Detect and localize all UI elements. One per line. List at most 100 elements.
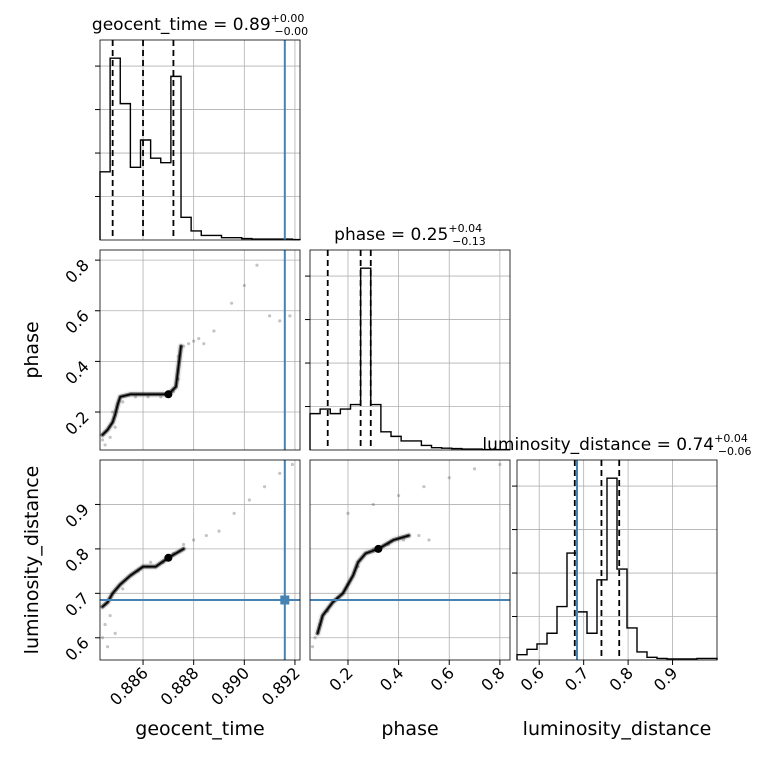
sample-point bbox=[232, 511, 236, 515]
label-layer: geocent_time = 0.89+0.00 −0.00 phase = 0.2… bbox=[21, 12, 752, 740]
panel-frame bbox=[99, 39, 301, 241]
sample-point bbox=[346, 511, 350, 515]
x-tick-label: 0.890 bbox=[207, 663, 253, 709]
truth-marker bbox=[280, 595, 290, 605]
sample-point bbox=[103, 622, 107, 627]
sample-point bbox=[108, 613, 112, 618]
y-axis-label-phase: phase bbox=[21, 321, 43, 378]
panel-frame bbox=[99, 459, 301, 661]
y-tick-label: 0.6 bbox=[61, 306, 92, 337]
y-tick-label: 0.8 bbox=[61, 256, 92, 287]
x-axis-label-geocent_time: geocent_time bbox=[135, 718, 264, 740]
y-axis-label-luminosity_distance: luminosity_distance bbox=[21, 466, 43, 655]
x-tick-label: 0.9 bbox=[650, 663, 681, 694]
sample-point bbox=[192, 339, 196, 343]
histogram-phase bbox=[309, 267, 511, 451]
panel-frame bbox=[516, 459, 718, 661]
sample-point bbox=[447, 476, 451, 480]
sample-point bbox=[230, 301, 234, 305]
sample-point bbox=[397, 493, 401, 498]
x-tick-label: 0.4 bbox=[376, 663, 407, 694]
title-value: luminosity_distance = 0.74 bbox=[482, 435, 714, 455]
sample-point bbox=[422, 485, 426, 489]
histogram-layer bbox=[99, 57, 718, 660]
sample-point bbox=[278, 471, 282, 475]
sample-point bbox=[268, 314, 272, 318]
sample-point bbox=[255, 263, 259, 267]
sample-point bbox=[290, 462, 295, 467]
y-tick-label: 0.4 bbox=[61, 357, 92, 388]
frame-layer bbox=[99, 39, 718, 661]
title-minus: −0.00 bbox=[274, 25, 308, 38]
x-axis-label-luminosity_distance: luminosity_distance bbox=[523, 718, 712, 740]
sample-point bbox=[113, 631, 117, 635]
panel-title-geocent_time: geocent_time = 0.89+0.00 −0.00 bbox=[92, 12, 308, 38]
y-tick-label: 0.8 bbox=[61, 544, 92, 575]
contour-line bbox=[314, 532, 413, 637]
sample-point bbox=[204, 533, 208, 538]
x-tick-label: 0.2 bbox=[325, 663, 356, 694]
sample-point bbox=[417, 533, 421, 538]
x-tick-label: 0.892 bbox=[258, 663, 304, 709]
sample-point bbox=[105, 645, 110, 649]
sample-point bbox=[472, 467, 477, 471]
sample-point bbox=[242, 283, 246, 288]
x-axis-label-phase: phase bbox=[381, 718, 438, 740]
sample-point bbox=[217, 529, 221, 533]
sample-point bbox=[288, 314, 292, 318]
title-plus: +0.00 bbox=[271, 12, 305, 25]
panel-frame bbox=[99, 249, 301, 451]
x-tick-label: 0.7 bbox=[561, 663, 592, 694]
sample-point bbox=[202, 342, 206, 346]
title-plus: +0.04 bbox=[448, 222, 482, 235]
y-tick-label: 0.6 bbox=[61, 633, 92, 664]
sample-point bbox=[100, 438, 105, 442]
sample-point bbox=[212, 329, 216, 333]
sample-point bbox=[278, 319, 282, 323]
contour-line bbox=[101, 548, 185, 608]
sample-point bbox=[103, 443, 107, 447]
sample-point bbox=[121, 587, 125, 591]
title-value: phase = 0.25 bbox=[334, 225, 448, 245]
x-tick-label: 0.888 bbox=[157, 663, 203, 709]
contour-core bbox=[164, 553, 173, 562]
sample-point bbox=[111, 410, 115, 414]
grid-lines bbox=[100, 40, 717, 660]
panel-frame bbox=[309, 249, 511, 451]
x-tick-label: 0.8 bbox=[606, 663, 637, 694]
sample-point bbox=[100, 636, 105, 640]
density-layer bbox=[99, 263, 502, 649]
sample-point bbox=[108, 435, 112, 439]
contour-core bbox=[164, 390, 173, 399]
histogram-luminosity_distance bbox=[516, 477, 718, 660]
title-minus: −0.13 bbox=[452, 235, 486, 248]
sample-point bbox=[187, 342, 191, 346]
panel-title-luminosity_distance: luminosity_distance = 0.74+0.04 −0.06 bbox=[482, 432, 751, 458]
sample-point bbox=[247, 498, 251, 502]
sample-point bbox=[197, 337, 201, 341]
y-tick-label: 0.2 bbox=[61, 407, 92, 438]
y-tick-label: 0.7 bbox=[61, 589, 92, 620]
sample-point bbox=[262, 485, 267, 489]
sample-point bbox=[149, 560, 153, 564]
title-value: geocent_time = 0.89 bbox=[92, 15, 271, 35]
histogram-geocent_time bbox=[99, 57, 301, 241]
sample-point bbox=[498, 462, 502, 467]
y-tick-label: 0.9 bbox=[61, 500, 92, 531]
sample-point bbox=[427, 538, 431, 542]
sample-point bbox=[371, 502, 375, 507]
sample-point bbox=[113, 425, 117, 429]
panel-title-phase: phase = 0.25+0.04 −0.13 bbox=[334, 222, 486, 248]
title-minus: −0.06 bbox=[718, 445, 752, 458]
sample-point bbox=[121, 400, 125, 404]
contour-core bbox=[374, 544, 383, 553]
x-tick-label: 0.886 bbox=[106, 663, 152, 709]
sample-point bbox=[192, 538, 196, 542]
contour-line bbox=[101, 345, 182, 436]
x-tick-label: 0.6 bbox=[427, 663, 458, 694]
contour-line bbox=[315, 533, 411, 636]
x-tick-label: 0.6 bbox=[517, 663, 548, 694]
sample-point bbox=[313, 636, 317, 640]
sample-point bbox=[181, 542, 186, 547]
